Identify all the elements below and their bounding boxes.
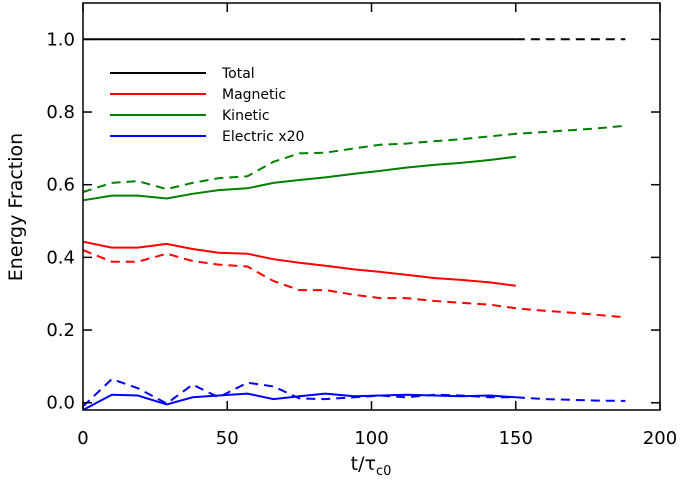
legend: Total Magnetic Kinetic Electric x20 xyxy=(110,66,304,145)
series-line-magnetic-solid xyxy=(82,240,516,287)
series-line-electric-x20-solid xyxy=(82,392,516,411)
x-tick-label: 150 xyxy=(499,428,533,449)
x-tick-label: 0 xyxy=(77,428,88,449)
plot-frame xyxy=(82,2,661,411)
legend-label-electric: Electric x20 xyxy=(222,129,304,145)
y-tick-label: 0.0 xyxy=(46,393,75,414)
y-tick-label: 0.2 xyxy=(46,320,75,341)
legend-label-kinetic: Kinetic xyxy=(222,108,270,124)
x-tick-label: 100 xyxy=(354,428,388,449)
axis-ticks xyxy=(82,3,661,410)
y-tick-label: 0.8 xyxy=(46,102,75,123)
axis-tick-labels: 0 50 100 150 200 0.0 0.2 0.4 0.6 0.8 1.0 xyxy=(46,29,677,449)
y-axis-label: Energy Fraction xyxy=(5,133,27,281)
y-tick-label: 1.0 xyxy=(46,29,75,50)
series-line-kinetic-dashed xyxy=(82,124,626,193)
y-tick-label: 0.6 xyxy=(46,175,75,196)
x-axis-label-sub: c0 xyxy=(376,464,391,479)
x-tick-label: 50 xyxy=(216,428,239,449)
x-axis-label-main: t/τ xyxy=(351,453,376,475)
legend-label-total: Total xyxy=(221,66,255,82)
x-axis-label: t/τc0 xyxy=(351,453,392,479)
series-line-kinetic-solid xyxy=(82,155,516,202)
x-tick-label: 200 xyxy=(643,428,677,449)
plot-lines xyxy=(82,38,626,411)
series-line-magnetic-dashed xyxy=(82,249,626,319)
series-line-electric-x20-dashed xyxy=(82,377,626,408)
legend-label-magnetic: Magnetic xyxy=(222,87,286,103)
y-tick-label: 0.4 xyxy=(46,247,75,268)
